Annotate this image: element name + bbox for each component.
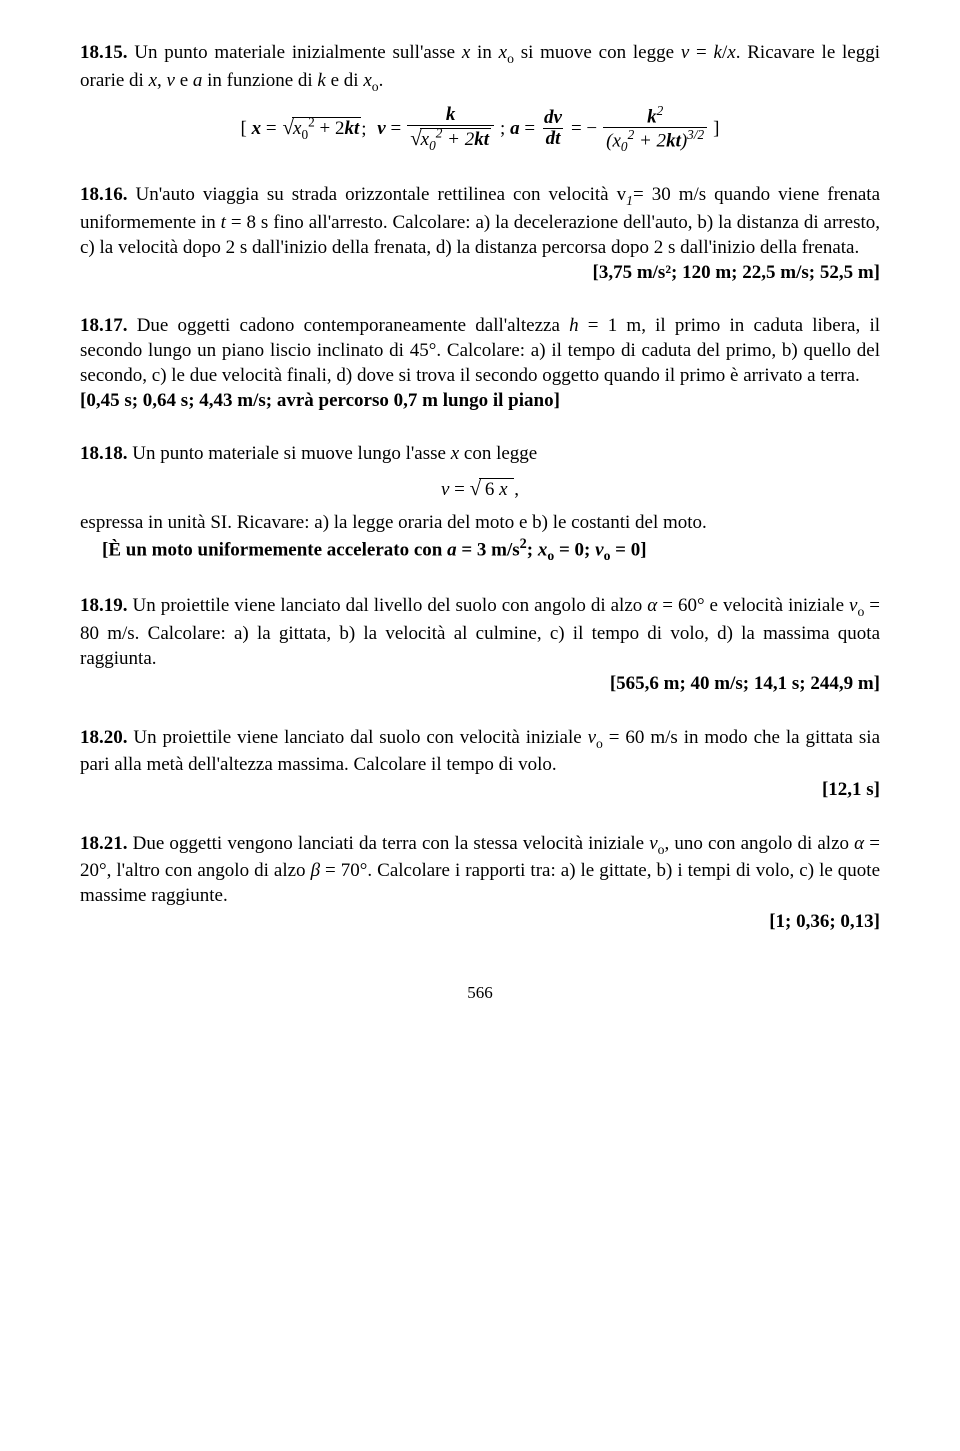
problem-number: 18.20. [80, 727, 128, 748]
problem-text: 18.21. Due oggetti vengono lanciati da t… [80, 831, 880, 909]
problem-answer: [12,1 s] [80, 777, 880, 802]
problem-18-16: 18.16. Un'auto viaggia su strada orizzon… [80, 182, 880, 285]
subscript: o [596, 735, 603, 750]
formula-post: , [514, 479, 519, 500]
problem-18-17: 18.17. Due oggetti cadono contemporaneam… [80, 313, 880, 413]
subscript: o [857, 604, 864, 619]
problem-18-18: 18.18. Un punto materiale si muove lungo… [80, 441, 880, 565]
problem-answer: [È un moto uniformemente accelerato con … [80, 535, 880, 565]
problem-text-b: espressa in unità SI. Ricavare: a) la le… [80, 510, 880, 535]
problem-number: 18.21. [80, 833, 128, 854]
page-number: 566 [80, 982, 880, 1004]
problem-text: 18.20. Un proiettile viene lanciato dal … [80, 725, 880, 778]
problem-answer: [3,75 m/s²; 120 m; 22,5 m/s; 52,5 m] [80, 260, 880, 285]
problem-answer: [0,45 s; 0,64 s; 4,43 m/s; avrà percorso… [80, 388, 880, 413]
problem-number: 18.18. [80, 443, 128, 464]
problem-18-20: 18.20. Un proiettile viene lanciato dal … [80, 725, 880, 803]
text-part-a: Un'auto viaggia su strada orizzontale re… [136, 184, 627, 205]
problem-text: 18.17. Due oggetti cadono contemporaneam… [80, 313, 880, 388]
formula-pre: v [441, 479, 449, 500]
answer-formula: [ x = √x02 + 2kt; v = k √x02 + 2kt ; a =… [80, 104, 880, 154]
problem-number: 18.17. [80, 315, 128, 336]
problem-answer: [565,6 m; 40 m/s; 14,1 s; 244,9 m] [80, 671, 880, 696]
problem-18-15: 18.15. Un punto materiale inizialmente s… [80, 40, 880, 154]
formula: v = √ 6 x , [80, 475, 880, 503]
problem-text: 18.16. Un'auto viaggia su strada orizzon… [80, 182, 880, 260]
problem-18-21: 18.21. Due oggetti vengono lanciati da t… [80, 831, 880, 934]
problem-answer: [1; 0,36; 0,13] [80, 909, 880, 934]
formula-radicand: 6 x [479, 478, 514, 500]
problem-text: 18.15. Un punto materiale inizialmente s… [80, 40, 880, 96]
problem-text: 18.19. Un proiettile viene lanciato dal … [80, 593, 880, 671]
problem-18-19: 18.19. Un proiettile viene lanciato dal … [80, 593, 880, 696]
problem-number: 18.16. [80, 184, 128, 205]
problem-text-a: 18.18. Un punto materiale si muove lungo… [80, 441, 880, 466]
subscript: o [658, 841, 665, 856]
problem-number: 18.15. [80, 42, 128, 63]
problem-number: 18.19. [80, 595, 128, 616]
subscript: 1 [626, 193, 633, 208]
